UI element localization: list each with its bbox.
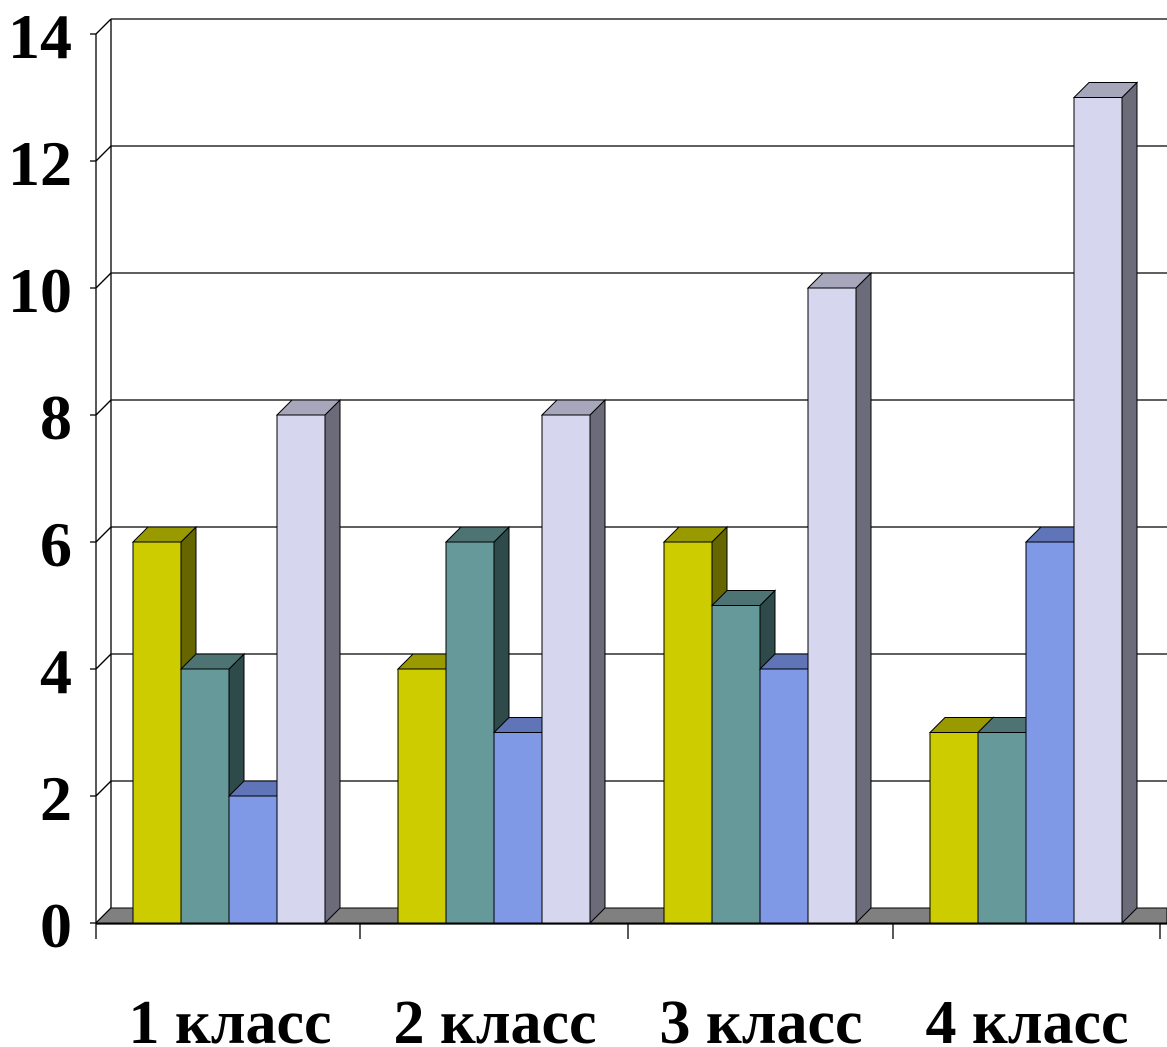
x-category-label: 4 класс (925, 989, 1128, 1047)
y-tick-label: 14 (8, 1, 72, 72)
x-category-label: 1 класс (128, 989, 331, 1047)
gridline-connector (95, 399, 112, 416)
bar-4-cat-4 (1072, 81, 1139, 925)
bar-front-face (1025, 541, 1075, 924)
y-tick-label: 2 (40, 763, 72, 834)
axes (90, 18, 1167, 939)
bar-front-face (445, 541, 495, 924)
y-axis-tick-labels: 0 2 4 6 8 10 12 14 (8, 1, 72, 961)
y-tick-label: 4 (40, 636, 72, 707)
gridline-connector (95, 653, 112, 670)
bar-side-face (324, 398, 341, 925)
bar-front-face (929, 732, 979, 924)
bar-front-face (807, 287, 857, 924)
bar-front-face (759, 668, 809, 924)
bar-front-face (977, 732, 1027, 924)
gridlines (111, 18, 1167, 782)
bar-front-face (493, 732, 543, 924)
bar-side-face (589, 398, 606, 925)
gridline-connector (95, 272, 112, 289)
bar-4-cat-3 (806, 271, 873, 925)
gridline-connector (95, 145, 112, 162)
bar-front-face (1073, 97, 1123, 924)
bar-front-face (276, 414, 326, 924)
y-tick-label: 12 (8, 128, 72, 199)
gridline-connector (95, 18, 112, 35)
bar-4-cat-1 (275, 398, 342, 925)
bar-side-face (1121, 81, 1138, 925)
bar-front-face (711, 605, 761, 924)
x-category-label: 3 класс (659, 989, 862, 1047)
bar-front-face (132, 541, 182, 924)
bar-front-face (397, 668, 447, 924)
bars (131, 81, 1139, 925)
bar-side-face (855, 271, 872, 925)
y-tick-label: 8 (40, 382, 72, 453)
y-tick-label: 6 (40, 509, 72, 580)
gridline-connector (95, 780, 112, 797)
bar-front-face (541, 414, 591, 924)
bar-front-face (663, 541, 713, 924)
bar-4-cat-2 (540, 398, 607, 925)
gridline-connector (95, 526, 112, 543)
y-tick-label: 10 (8, 255, 72, 326)
bar-front-face (180, 668, 230, 924)
x-category-label: 2 класс (393, 989, 596, 1047)
bar-front-face (228, 795, 278, 924)
x-axis-category-labels: 1 класс 2 класс 3 класс 4 класс (128, 989, 1128, 1047)
y-tick-label: 0 (40, 890, 72, 961)
